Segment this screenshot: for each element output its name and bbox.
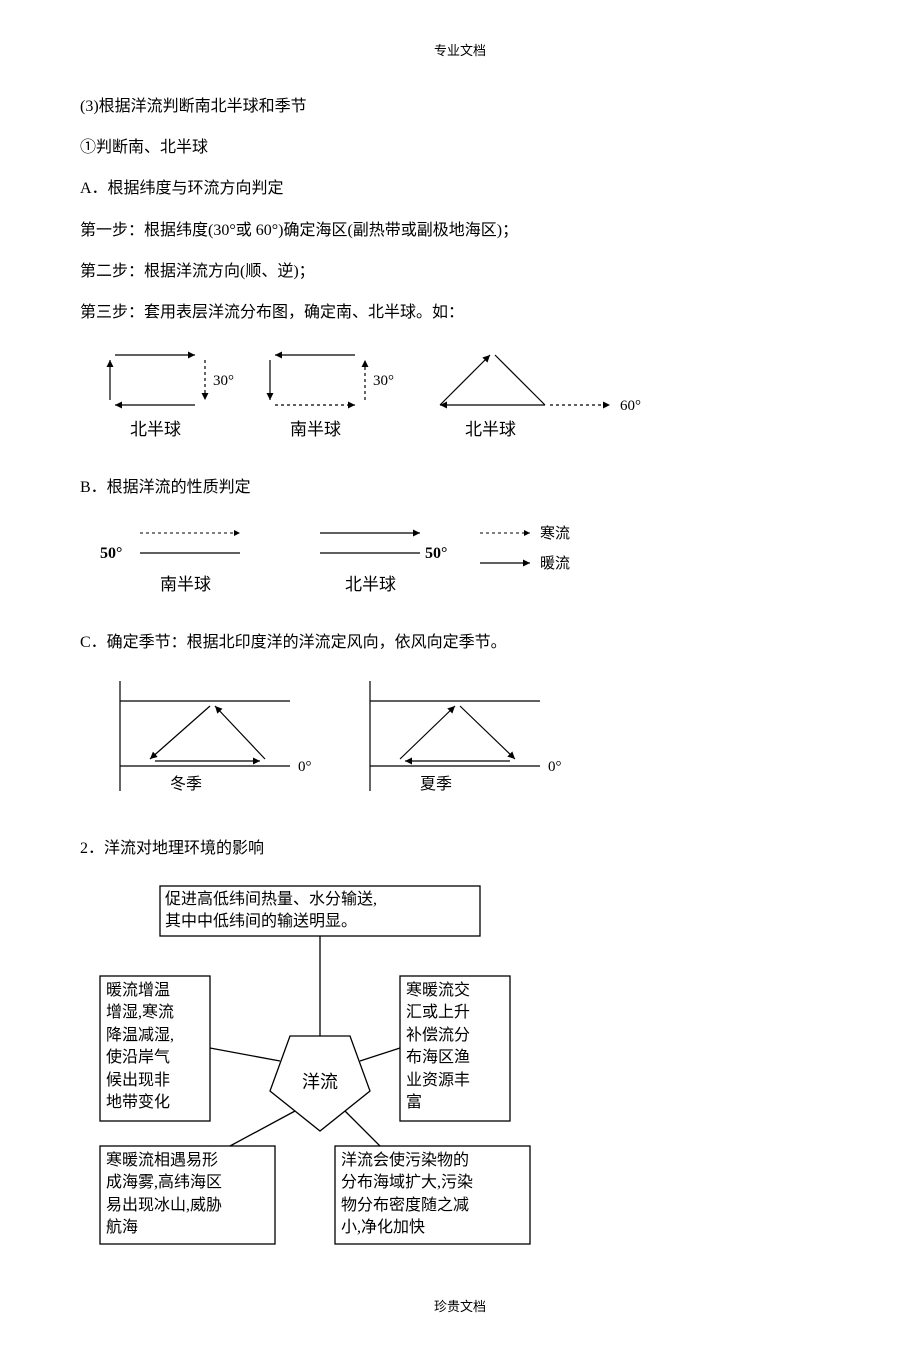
para-B: B．根据洋流的性质判定 — [80, 470, 840, 505]
page-footer: 珍贵文档 — [80, 1296, 840, 1315]
diagC-lbl1: 冬季 — [170, 775, 202, 793]
para-2: 2．洋流对地理环境的影响 — [80, 831, 840, 866]
page: 专业文档 (3)根据洋流判断南北半球和季节 ①判断南、北半球 A．根据纬度与环流… — [0, 0, 920, 1355]
para-step3: 第三步：套用表层洋流分布图，确定南、北半球。如： — [80, 295, 840, 330]
diagram-A-svg: 30° 北半球 30° 南半球 60° 北半球 — [80, 340, 680, 450]
para-step2: 第二步：根据洋流方向(顺、逆)； — [80, 254, 840, 289]
mindmap-left: 暖流增温 增湿,寒流 降温减湿, 使沿岸气 候出现非 地带变化 — [106, 980, 206, 1114]
diagram-C-svg: 0° 冬季 0° 夏季 — [80, 671, 620, 811]
diagA-lbl1: 北半球 — [130, 420, 181, 439]
diagram-C: 0° 冬季 0° 夏季 — [80, 671, 840, 811]
para-A: A．根据纬度与环流方向判定 — [80, 171, 840, 206]
mindmap-top: 促进高低纬间热量、水分输送, 其中中低纬间的输送明显。 — [165, 889, 475, 932]
mindmap-svg: 洋流 促进高低纬间热量、水分输送, 其中中低纬间的输送明显。 暖流增温 增湿,寒… — [80, 876, 560, 1256]
deg60: 60° — [620, 398, 641, 414]
deg50a: 50° — [100, 545, 122, 562]
deg50b: 50° — [425, 545, 447, 562]
diagA-lbl3: 北半球 — [465, 420, 516, 439]
para-step1: 第一步：根据纬度(30°或 60°)确定海区(副热带或副极地海区)； — [80, 213, 840, 248]
diagram-mindmap: 洋流 促进高低纬间热量、水分输送, 其中中低纬间的输送明显。 暖流增温 增湿,寒… — [80, 876, 840, 1256]
legend-cold: 寒流 — [540, 524, 570, 542]
deg0b: 0° — [548, 759, 562, 775]
diagB-lbl1: 南半球 — [160, 575, 211, 594]
para-3: (3)根据洋流判断南北半球和季节 — [80, 89, 840, 124]
diagC-lbl2: 夏季 — [420, 775, 452, 793]
diagram-B: 50° 南半球 50° 北半球 寒流 暖流 — [80, 515, 840, 605]
para-C: C．确定季节：根据北印度洋的洋流定风向，依风向定季节。 — [80, 625, 840, 660]
page-header: 专业文档 — [80, 40, 840, 59]
deg30b: 30° — [373, 373, 394, 389]
diagB-lbl2: 北半球 — [345, 575, 396, 594]
deg0a: 0° — [298, 759, 312, 775]
mindmap-center: 洋流 — [302, 1072, 338, 1092]
mindmap-botleft: 寒暖流相遇易形 成海雾,高纬海区 易出现冰山,威胁 航海 — [106, 1150, 271, 1240]
diagA-lbl2: 南半球 — [290, 420, 341, 439]
diagram-B-svg: 50° 南半球 50° 北半球 寒流 暖流 — [80, 515, 600, 605]
mindmap-right: 寒暖流交 汇或上升 补偿流分 布海区渔 业资源丰 富 — [406, 980, 506, 1114]
deg30a: 30° — [213, 373, 234, 389]
mindmap-botright: 洋流会使污染物的 分布海域扩大,污染 物分布密度随之减 小,净化加快 — [341, 1150, 526, 1240]
legend-warm: 暖流 — [540, 555, 570, 572]
diagram-A: 30° 北半球 30° 南半球 60° 北半球 — [80, 340, 840, 450]
para-sub1: ①判断南、北半球 — [80, 130, 840, 165]
